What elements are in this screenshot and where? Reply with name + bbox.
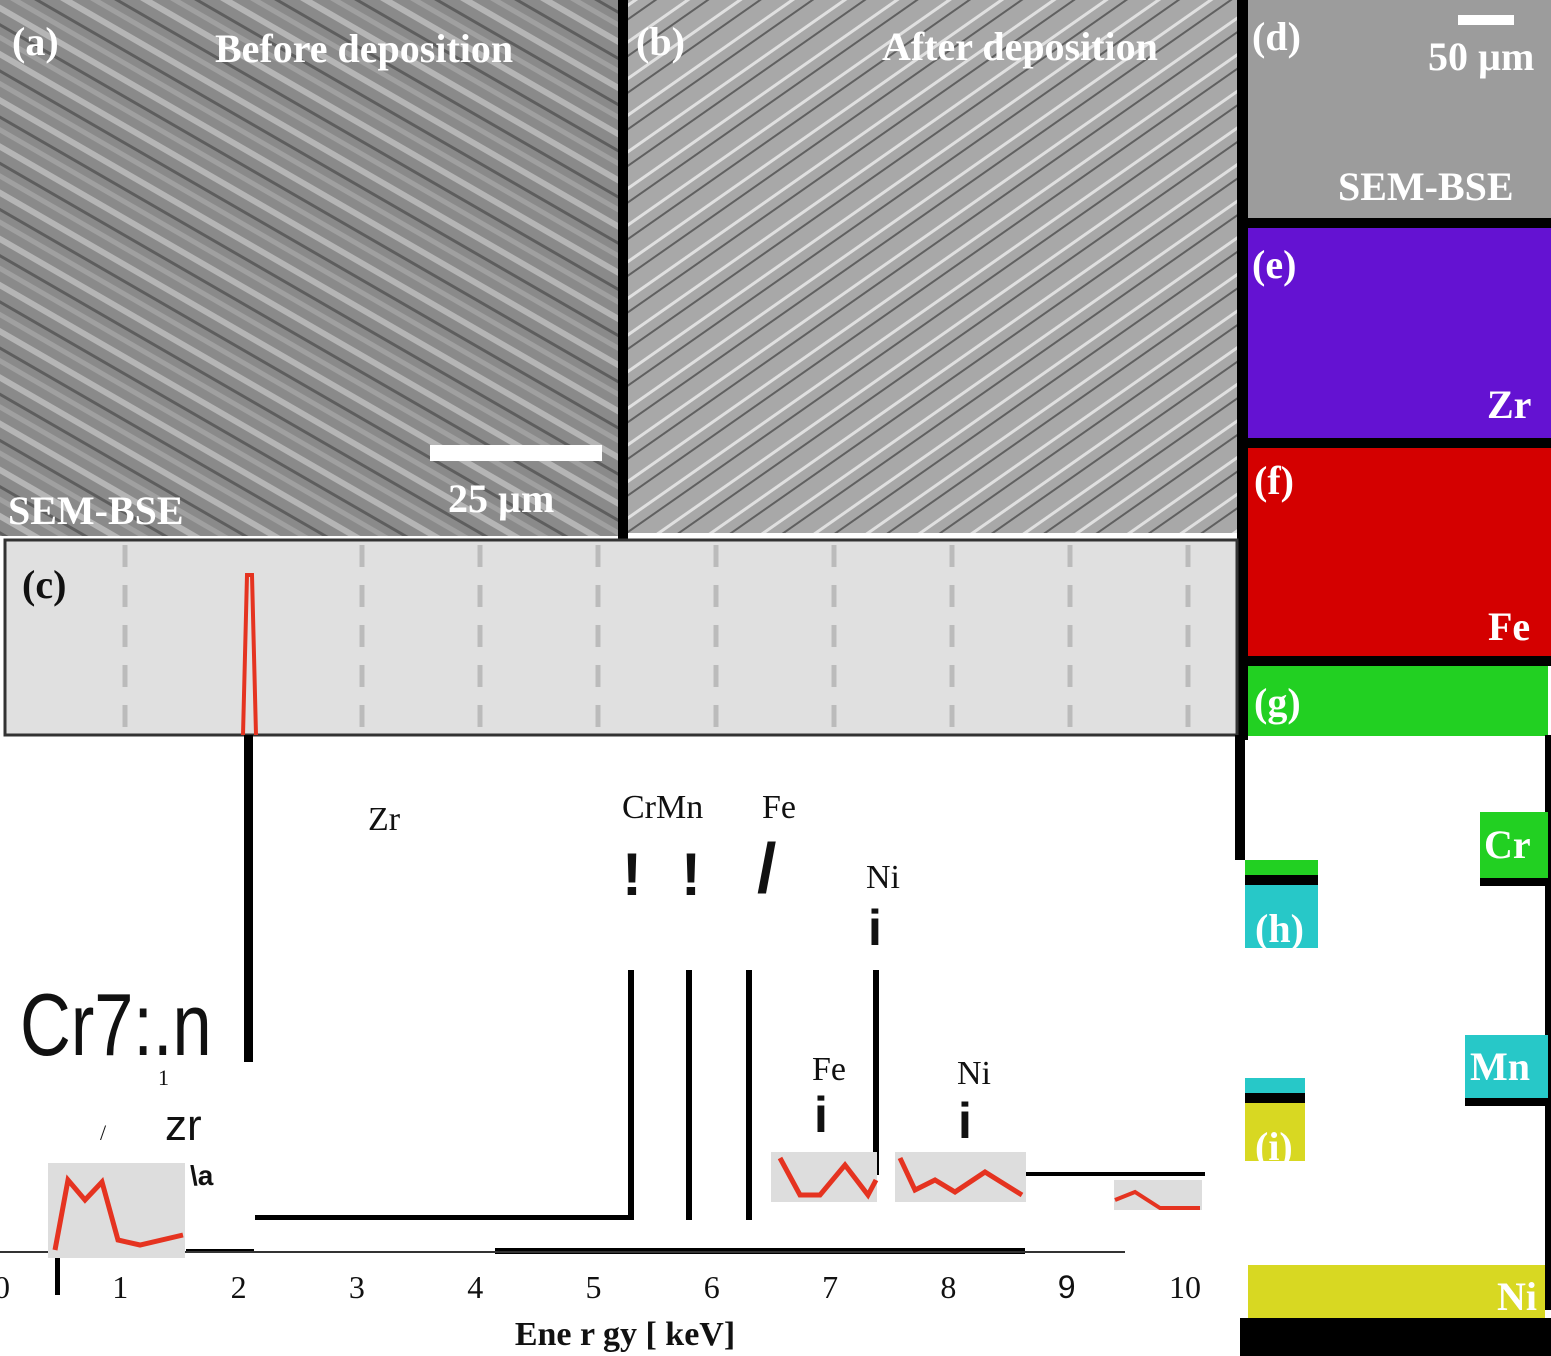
stray-text: Cr7:.n (20, 975, 212, 1073)
panel-title: Before deposition (215, 26, 513, 71)
x-tick-label: 5 (586, 1269, 602, 1305)
panel-label: (d) (1252, 14, 1301, 59)
stray-text: 1 (158, 1065, 169, 1090)
caption: SEM-BSE (8, 488, 184, 533)
panel-label: (f) (1254, 458, 1294, 503)
element: Mn (1470, 1044, 1530, 1089)
panel-label: (c) (22, 562, 66, 607)
stray-text: / (100, 1120, 107, 1145)
divider (1237, 0, 1248, 740)
stray-text: i (868, 900, 882, 956)
stray-text: ! (681, 841, 701, 908)
figure: (a) Before deposition 25 µm SEM-BSE (b) … (0, 0, 1551, 1356)
peak-label: Fe (812, 1051, 846, 1088)
stray-text: / (757, 829, 776, 907)
panel-b (628, 0, 1237, 533)
divider (1248, 656, 1551, 666)
divider (1465, 1098, 1548, 1106)
scale-bar (430, 445, 602, 461)
x-tick-label: 6 (704, 1269, 720, 1305)
divider (1245, 875, 1318, 885)
x-tick-label: 8 (940, 1269, 956, 1305)
peak-label: Ni (866, 859, 900, 896)
peak-line (244, 735, 253, 1062)
stray-text: ! (622, 841, 642, 908)
panel-label: (g) (1254, 680, 1301, 725)
scale-label: 25 µm (448, 476, 554, 521)
x-tick-label: 3 (349, 1269, 365, 1305)
divider (618, 0, 628, 540)
divider (1248, 218, 1551, 228)
stray-text: \a (190, 1160, 214, 1191)
element: Fe (1488, 604, 1530, 649)
panel-label: (i) (1255, 1124, 1293, 1169)
panel-label: (h) (1255, 906, 1304, 951)
scale-label: 50 µm (1428, 34, 1534, 79)
divider (1480, 878, 1548, 886)
element: Ni (1497, 1274, 1537, 1319)
panel-label: (a) (12, 19, 59, 64)
stray-text: i (958, 1093, 972, 1149)
stray-text: zr (165, 1101, 202, 1150)
spectrum-panel (5, 540, 1237, 735)
scale-bar (1458, 15, 1514, 25)
element: Cr (1484, 822, 1531, 867)
x-tick-label: 4 (467, 1269, 483, 1305)
peak-label: Ni (957, 1055, 991, 1092)
stray-text: i (814, 1087, 828, 1143)
x-tick-label: 9 (1058, 1269, 1076, 1305)
panel-g (1245, 860, 1318, 875)
peak-label: CrMn (622, 789, 703, 826)
inset (771, 1152, 877, 1202)
x-tick-label: 10 (1169, 1269, 1201, 1305)
x-tick-label: 1 (112, 1269, 128, 1305)
inset (895, 1152, 1026, 1202)
peak-label: Zr (368, 801, 401, 838)
x-tick-label: 2 (231, 1269, 247, 1305)
caption: SEM-BSE (1338, 164, 1514, 209)
panel-title: After deposition (882, 24, 1158, 69)
x-tick-label: 0 (0, 1269, 10, 1305)
x-axis-label: Ene r gy [ keV] (515, 1316, 735, 1353)
panel-label: (e) (1252, 242, 1296, 287)
panel-label: (b) (636, 19, 685, 64)
divider (1245, 1093, 1305, 1103)
divider (1248, 438, 1551, 448)
panel-h (1245, 1078, 1305, 1093)
peak-label: Fe (762, 789, 796, 826)
x-tick-label: 7 (822, 1269, 838, 1305)
element: Zr (1487, 382, 1531, 427)
